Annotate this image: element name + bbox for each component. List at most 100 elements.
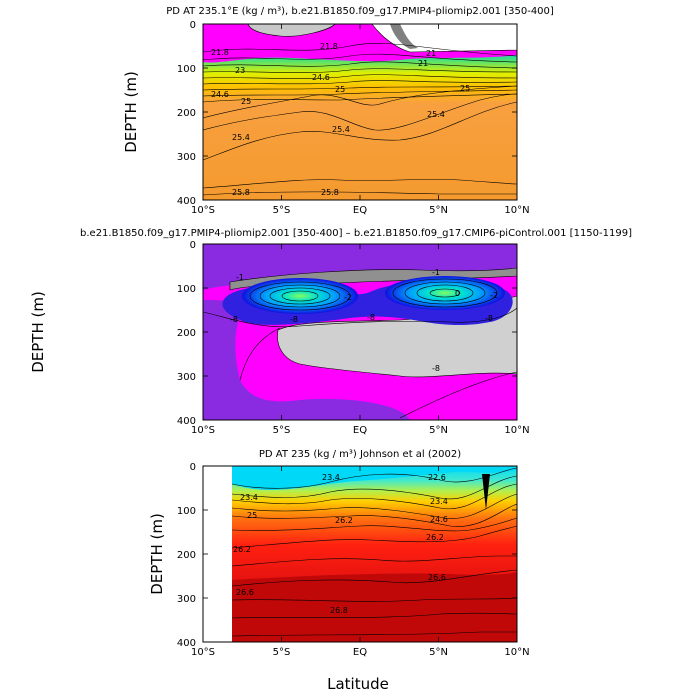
p3-contour [231,597,518,602]
panel1-ylabel: DEPTH (m) [122,71,140,153]
panel2-anomaly-core-east [385,276,505,310]
x-tick-label: 10°S [191,205,215,216]
p2-contour [429,288,461,298]
p3-contour [231,569,518,587]
panel-2: b.e21.B1850.f09_g17.PMIP4-pliomip2.001 [… [29,228,632,436]
p3-contour [231,555,517,567]
p1-clabel: 21.8 [211,48,229,57]
x-tick-label: EQ [353,205,367,216]
panel3-cyan-top [232,466,517,490]
p3-contour [231,631,517,637]
p1-clabel: 25 [460,84,470,93]
panel3-dense-front [482,474,490,510]
p1-contour [202,74,518,80]
x-tick-label: 5°N [429,647,448,658]
panel1-dark-patch [390,24,418,49]
p3-contour [231,493,518,519]
p1-clabel: 25.4 [232,133,250,142]
panel3-dark-red-deep [232,572,517,642]
p1-contour [202,68,518,74]
p2-contour [399,371,518,419]
p1-contour [202,101,518,161]
p1-clabel: 25.8 [321,188,339,197]
p3-contour [231,517,518,532]
panel2-anomaly-core-west [242,278,358,314]
p2-contour [392,278,498,308]
panel3-xlabel: Latitude [327,675,389,693]
y-tick-label: 300 [177,594,196,605]
y-tick-label: 100 [177,64,196,75]
p1-contour [202,93,518,131]
p1-clabel: 24.6 [211,90,229,99]
p1-clabel: 25.4 [332,125,350,134]
p3-clabel: 23.4 [240,493,258,502]
p1-contour [202,85,518,119]
x-tick-label: 10°N [504,205,529,216]
y-tick-label: 400 [177,196,196,207]
p2-clabel: -1 [432,268,440,277]
panel1-gray-patch [247,23,336,37]
x-tick-label: 5°S [273,425,291,436]
y-tick-label: 200 [177,328,196,339]
p3-clabel: 23.4 [430,497,448,506]
panel1-axes: 10°S 5°S EQ 5°N 10°N 0 100 200 300 400 [177,20,530,216]
p2-clabel: -8 [230,315,238,324]
p1-contour [202,85,518,91]
p3-contour [231,612,518,619]
p1-contour [202,191,517,196]
panel3-title: PD AT 235 (kg / m³) Johnson et al (2002) [259,449,461,460]
panel2-contour-labels: -1 -1 -2 -2 -8 -8 -8 -8 -8 0 [230,268,498,373]
x-tick-label: 5°S [273,205,291,216]
panel2-ylabel: DEPTH (m) [29,291,47,373]
p2-contour [416,284,474,302]
p3-clabel: 22.6 [428,473,446,482]
p1-contour [202,43,518,57]
p1-clabel: 25 [241,97,251,106]
p2-contour [239,327,281,381]
y-tick-label: 0 [190,20,196,31]
p2-clabel: -2 [490,291,498,300]
panel2-title: b.e21.B1850.f09_g17.PMIP4-pliomip2.001 [… [80,228,632,239]
panel3-contour-lines [231,467,518,637]
p2-clabel: -8 [290,315,298,324]
p2-clabel: -8 [432,364,440,373]
x-tick-label: EQ [353,647,367,658]
panel1-title: PD AT 235.1°E (kg / m³), b.e21.B1850.f09… [166,6,554,17]
panel-3: PD AT 235 (kg / m³) Johnson et al (2002)… [148,449,530,693]
x-tick-label: 5°N [429,205,448,216]
p2-contour [249,281,351,311]
p1-contour [202,80,518,85]
y-tick-label: 200 [177,550,196,561]
p2-contour [259,284,341,308]
x-tick-label: 10°N [504,425,529,436]
y-tick-label: 200 [177,108,196,119]
p1-contour [202,61,518,69]
p1-clabel: 21.8 [320,42,338,51]
p2-contour [202,307,518,328]
p3-contour [231,483,518,510]
p2-contour [269,287,331,305]
panel3-ylabel: DEPTH (m) [148,513,166,595]
p3-clabel: 25 [247,511,257,520]
y-tick-label: 0 [190,462,196,473]
p3-contour [231,467,518,489]
p1-clabel: 25 [335,85,345,94]
p3-clabel: 26.6 [428,573,446,582]
panel2-axes: 10°S 5°S EQ 5°N 10°N 0 100 200 300 400 [177,240,530,436]
panel3-axes: 10°S 5°S EQ 5°N 10°N 0 100 200 300 400 [177,462,530,658]
x-tick-label: 10°S [191,647,215,658]
y-tick-label: 300 [177,372,196,383]
x-tick-label: EQ [353,425,367,436]
p1-clabel: 24.6 [312,73,330,82]
p3-clabel: 26.2 [426,533,444,542]
p1-contour [202,93,518,103]
p3-clabel: 23.4 [322,473,340,482]
p3-contour [231,475,518,500]
x-tick-label: 5°N [429,425,448,436]
p1-contour [202,89,518,97]
p3-clabel: 26.8 [330,606,348,615]
p1-clabel: 25.8 [232,188,250,197]
p1-clabel: 21 [418,59,428,68]
panel2-contour-lines [202,278,518,419]
